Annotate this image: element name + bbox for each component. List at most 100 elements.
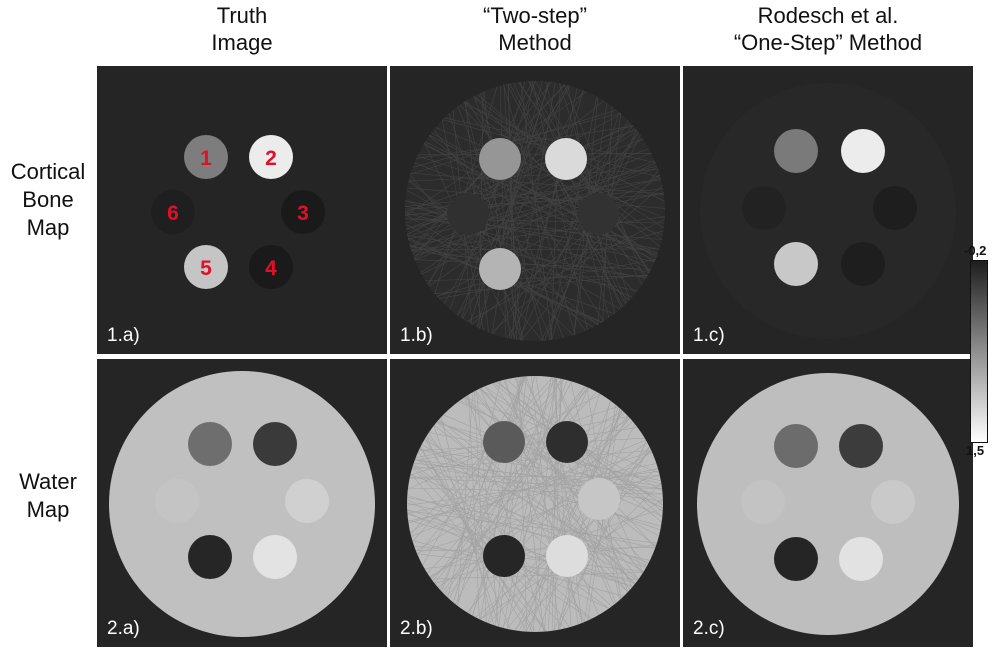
- streak-artifact: [538, 406, 619, 633]
- panel-truth-bone: 1 2 3 4 5 6 1.a): [97, 66, 387, 354]
- colorbar: [970, 260, 988, 443]
- column-header-line1: “Two-step”: [483, 3, 587, 28]
- streak-artifact: [409, 174, 543, 341]
- panel-label: 1.b): [400, 325, 433, 346]
- insert-number-5: 5: [200, 257, 212, 280]
- insert-6: [151, 190, 195, 234]
- streak-artifact: [412, 465, 664, 502]
- insert-6: [742, 186, 786, 230]
- insert-2: [839, 424, 883, 468]
- insert-4: [841, 242, 885, 286]
- colorbar-top-label: -0,2: [964, 243, 987, 258]
- insert-2: [545, 138, 587, 180]
- insert-3: [873, 186, 917, 230]
- phantom-image: [700, 83, 956, 339]
- panel-two-step-bone: 1.b): [390, 66, 680, 354]
- insert-1: [188, 422, 232, 466]
- streak-artifact: [406, 138, 644, 230]
- row-header-line1: Cortical: [10, 159, 86, 184]
- streak-artifact: [509, 83, 626, 305]
- column-header-line2: Image: [211, 30, 273, 55]
- streak-artifact: [428, 135, 630, 301]
- phantom-image: 1 2 3 4 5 6: [151, 135, 325, 289]
- insert-2: [841, 129, 885, 173]
- streak-artifact: [506, 83, 624, 307]
- insert-4: [253, 535, 297, 579]
- streak-artifact: [434, 274, 649, 294]
- insert-5: [774, 537, 818, 581]
- streak-artifact: [551, 377, 583, 624]
- insert-6: [155, 479, 199, 523]
- streak-artifact: [422, 376, 526, 566]
- insert-number-4: 4: [265, 257, 277, 280]
- streak-artifact: [419, 449, 662, 487]
- streak-artifact: [468, 394, 480, 620]
- streak-artifact: [469, 81, 550, 324]
- streak-artifact: [427, 85, 571, 285]
- insert-1: [483, 421, 525, 463]
- insert-5: [483, 535, 525, 577]
- panel-two-step-water: 2.b): [390, 359, 680, 647]
- insert-1: [774, 129, 818, 173]
- streak-artifact: [411, 450, 652, 470]
- streak-artifact: [412, 112, 621, 168]
- streak-artifact: [426, 436, 511, 630]
- column-header-one-step: Rodesch et al. “One-Step” Method: [678, 2, 978, 56]
- streak-artifact: [419, 448, 661, 531]
- insert-6: [741, 480, 785, 524]
- panel-one-step-bone: 1.c): [683, 66, 973, 354]
- insert-number-1: 1: [200, 147, 212, 170]
- streak-artifact: [449, 80, 536, 310]
- insert-1: [774, 424, 818, 468]
- streak-artifact: [410, 474, 649, 564]
- streak-artifact: [483, 91, 511, 339]
- streak-artifact: [407, 510, 657, 544]
- streak-artifact: [490, 185, 663, 334]
- streak-artifact: [441, 376, 525, 592]
- streak-artifact: [405, 179, 662, 207]
- streak-artifact: [435, 127, 665, 219]
- phantom-outline: [700, 83, 956, 339]
- streak-artifact: [404, 129, 637, 213]
- streak-artifact: [419, 447, 547, 632]
- streak-artifact: [408, 169, 659, 182]
- streak-artifact: [425, 275, 648, 281]
- streak-artifact: [410, 410, 623, 533]
- insert-5: [774, 242, 818, 286]
- phantom-image: [404, 80, 666, 341]
- panel-one-step-water: 2.c): [683, 359, 973, 647]
- insert-2: [253, 422, 297, 466]
- streak-artifact: [443, 414, 664, 509]
- phantom-body: [697, 373, 959, 635]
- streak-artifact: [410, 473, 547, 632]
- streak-artifact: [436, 422, 662, 485]
- streak-artifact: [443, 84, 568, 305]
- streak-artifact: [410, 109, 617, 175]
- streak-artifact: [503, 379, 599, 616]
- column-header-line2: “One-Step” Method: [733, 30, 923, 55]
- row-header-line2: Bone: [22, 187, 74, 212]
- insert-4: [249, 245, 293, 289]
- panel-truth-water: 2.a): [97, 359, 387, 647]
- streak-artifact: [428, 432, 661, 481]
- streak-artifact: [437, 174, 661, 298]
- streak-artifact: [434, 86, 498, 294]
- streak-artifact: [415, 418, 631, 552]
- streak-artifact: [410, 172, 664, 195]
- streak-artifact: [504, 379, 583, 624]
- streak-artifact: [464, 396, 657, 547]
- row-header-cortical-bone: Cortical Bone Map: [0, 158, 96, 242]
- streak-artifact: [525, 423, 636, 632]
- streak-artifact: [413, 167, 658, 257]
- streak-artifact: [421, 444, 647, 567]
- panel-label: 2.b): [400, 618, 433, 639]
- insert-4: [546, 535, 588, 577]
- column-header-line1: Truth: [216, 3, 268, 28]
- streak-artifact: [461, 81, 526, 319]
- phantom-body: [109, 371, 375, 637]
- streak-artifact: [404, 211, 659, 253]
- streak-artifact: [407, 487, 663, 495]
- insert-3: [871, 480, 915, 524]
- insert-6: [447, 193, 489, 235]
- streak-artifact: [421, 162, 656, 275]
